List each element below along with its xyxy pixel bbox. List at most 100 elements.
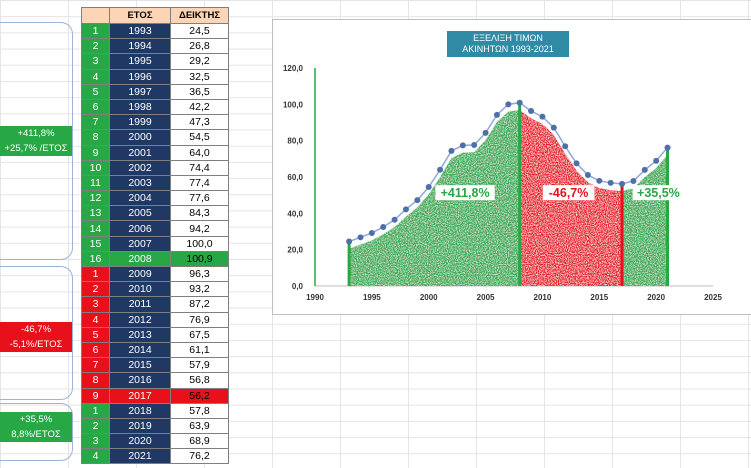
- row-value: 64,0: [170, 144, 229, 161]
- region-label: -46,7%: [549, 186, 589, 200]
- region-label-bg: [542, 185, 595, 201]
- table-row: 2 1994 26,8: [81, 38, 229, 55]
- table-row: 6 1998 42,2: [81, 98, 229, 116]
- y-tick-label: 60,0: [287, 173, 303, 182]
- table-row: 12 2004 77,6: [81, 190, 229, 207]
- row-year: 1996: [109, 68, 171, 85]
- x-tick-label: 2015: [590, 293, 608, 302]
- row-number: 2: [81, 281, 110, 298]
- row-number: 12: [81, 190, 110, 207]
- row-year: 2008: [109, 250, 171, 268]
- row-year: 1993: [109, 22, 171, 40]
- data-point: [448, 147, 455, 154]
- row-value: 77,6: [170, 190, 229, 207]
- data-point: [550, 124, 557, 131]
- data-point: [653, 157, 660, 164]
- data-point: [368, 229, 375, 236]
- row-value: 24,5: [170, 22, 229, 40]
- brace-period-3: [0, 403, 73, 461]
- side-label-line2: -5,1%/ΕΤΟΣ: [9, 339, 63, 350]
- table-row: 8 2000 54,5: [81, 129, 229, 146]
- table-row: 10 2002 74,4: [81, 159, 229, 176]
- side-label-3: +35,5% 8,8%/ΕΤΟΣ: [0, 412, 72, 442]
- row-number: 8: [81, 372, 110, 389]
- x-tick-label: 1995: [363, 293, 381, 302]
- row-year: 2017: [109, 387, 171, 404]
- table-row: 5 1997 36,5: [81, 83, 229, 100]
- side-label-line2: +25,7% /ΕΤΟΣ: [4, 143, 68, 154]
- row-number: 2: [81, 417, 110, 435]
- data-point: [471, 142, 478, 149]
- data-point: [596, 177, 603, 184]
- row-year: 1994: [109, 38, 171, 55]
- row-number: 6: [81, 341, 110, 359]
- row-year: 2005: [109, 205, 171, 222]
- row-year: 1997: [109, 83, 171, 100]
- row-year: 2002: [109, 159, 171, 176]
- row-year: 2016: [109, 372, 171, 389]
- chart-area: ΕΞΕΛΙΞΗ ΤΙΜΩΝ ΑΚΙΝΗΤΩΝ 1993-2021 0,0 20,0…: [272, 19, 751, 315]
- row-year: 2014: [109, 341, 171, 359]
- row-value: 26,8: [170, 38, 229, 55]
- row-number: 5: [81, 326, 110, 343]
- table-row: 16 2008 100,9: [81, 250, 229, 268]
- table-row: 4 2012 76,9: [81, 311, 229, 328]
- row-year: 2012: [109, 311, 171, 328]
- chart-title: ΕΞΕΛΙΞΗ ΤΙΜΩΝ ΑΚΙΝΗΤΩΝ 1993-2021: [447, 31, 569, 57]
- row-number: 1: [81, 402, 110, 419]
- data-point: [482, 129, 489, 136]
- data-point: [573, 160, 580, 167]
- row-year: 2013: [109, 326, 171, 343]
- row-year: 1998: [109, 98, 171, 116]
- side-label-line2: 8,8%/ΕΤΟΣ: [11, 429, 61, 440]
- row-value: 29,2: [170, 53, 229, 70]
- row-value: 68,9: [170, 433, 229, 450]
- table-row: 13 2005 84,3: [81, 205, 229, 222]
- row-number: 9: [81, 387, 110, 404]
- row-value: 61,1: [170, 341, 229, 359]
- data-point: [516, 99, 523, 106]
- row-year: 2011: [109, 296, 171, 313]
- row-number: 14: [81, 220, 110, 237]
- row-number: 3: [81, 433, 110, 450]
- y-tick-label: 80,0: [287, 137, 303, 146]
- y-tick-label: 120,0: [283, 64, 304, 73]
- data-point: [528, 108, 535, 115]
- x-tick-label: 2010: [534, 293, 552, 302]
- data-point: [493, 111, 500, 118]
- header-year: ΕΤΟΣ: [109, 7, 171, 24]
- table-header-row: ΕΤΟΣ ΔΕΙΚΤΗΣ: [81, 7, 229, 24]
- table-row: 11 2003 77,4: [81, 174, 229, 192]
- table-row: 6 2014 61,1: [81, 341, 229, 359]
- brace-period-2: [0, 266, 73, 400]
- row-value: 57,8: [170, 402, 229, 419]
- region-fill-3: [622, 154, 668, 286]
- row-value: 42,2: [170, 98, 229, 116]
- row-year: 2009: [109, 265, 171, 283]
- row-value: 84,3: [170, 205, 229, 222]
- table-row: 7 1999 47,3: [81, 114, 229, 131]
- row-year: 2019: [109, 417, 171, 435]
- row-value: 63,9: [170, 417, 229, 435]
- data-point: [437, 166, 444, 173]
- row-number: 1: [81, 22, 110, 40]
- row-year: 2007: [109, 235, 171, 252]
- row-year: 2021: [109, 448, 171, 465]
- row-number: 15: [81, 235, 110, 252]
- row-year: 2001: [109, 144, 171, 161]
- row-value: 100,0: [170, 235, 229, 252]
- row-year: 2000: [109, 129, 171, 146]
- table-row: 2 2010 93,2: [81, 281, 229, 298]
- row-value: 76,9: [170, 311, 229, 328]
- table-row: 8 2016 56,8: [81, 372, 229, 389]
- y-tick-label: 20,0: [287, 246, 303, 255]
- side-label-line1: +35,5%: [19, 414, 53, 425]
- row-value: 87,2: [170, 296, 229, 313]
- row-number: 10: [81, 159, 110, 176]
- table-row: 9 2017 56,2: [81, 387, 229, 404]
- data-point: [664, 144, 671, 151]
- table-row: 4 1996 32,5: [81, 68, 229, 85]
- row-value: 56,2: [170, 387, 229, 404]
- region-label-bg: [435, 185, 495, 201]
- table-row: 3 1995 29,2: [81, 53, 229, 70]
